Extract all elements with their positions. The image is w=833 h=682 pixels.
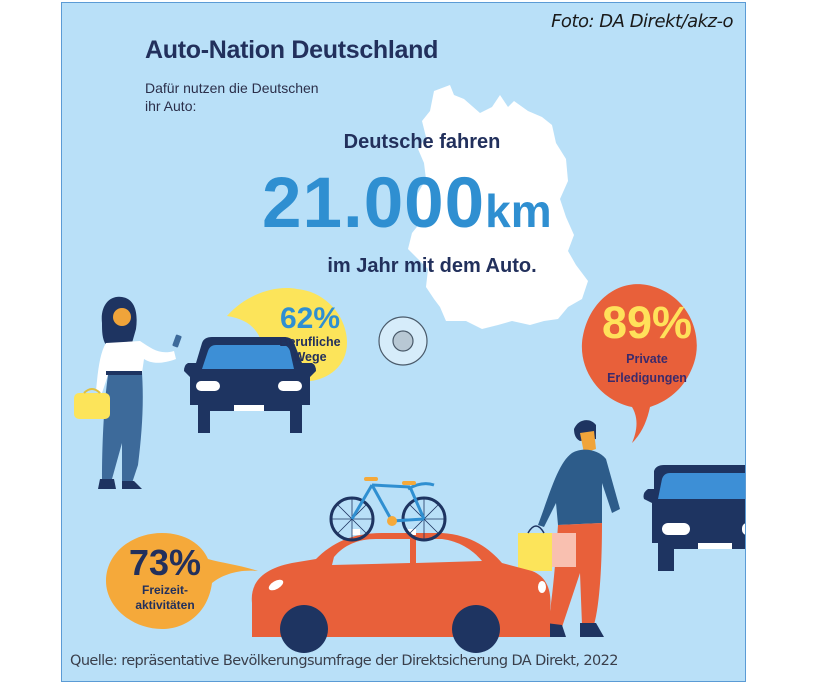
stat-label-line-1: Freizeit- <box>141 583 188 597</box>
bubble-62-icon <box>227 288 348 382</box>
big-number-value: 21.000 <box>262 164 486 243</box>
stat-percent: 89% <box>601 297 693 348</box>
germany-map-icon <box>408 85 588 329</box>
stat-percent: 73% <box>128 542 202 583</box>
source-note: Quelle: repräsentative Bevölkerungsumfra… <box>70 653 618 669</box>
subtitle: Dafür nutzen die Deutschen ihr Auto: <box>145 79 345 115</box>
bubble-73-icon <box>106 533 258 629</box>
man-shopping-icon <box>518 420 620 637</box>
red-car-side-icon <box>251 529 551 653</box>
stat-label-line-2: Wege <box>293 350 327 364</box>
stat-label-line-2: Erledigungen <box>607 371 687 385</box>
big-number-unit: km <box>485 185 552 237</box>
woman-figure-icon <box>74 296 182 489</box>
illustration-layer <box>74 85 745 653</box>
location-pin-icon <box>378 316 428 366</box>
photo-credit: Foto: DA Direkt/akz-o <box>551 11 733 32</box>
tagline: im Jahr mit dem Auto. <box>327 255 537 277</box>
stat-percent: 62% <box>279 302 341 335</box>
stat-label-line-1: Berufliche <box>279 335 341 349</box>
stat-label-line-1: Private <box>626 352 668 366</box>
infographic-panel: Foto: DA Direkt/akz-o Auto-Nation Deutsc… <box>61 2 746 682</box>
stat-private-erledigungen: 89% Private Erledigungen <box>577 298 717 386</box>
stat-freizeitaktivitaeten: 73% Freizeit- aktivitäten <box>105 543 225 613</box>
navy-car-front-icon <box>184 337 316 433</box>
subtitle-line-2: ihr Auto: <box>145 98 197 114</box>
headline: Deutsche fahren <box>343 131 501 153</box>
page-title: Auto-Nation Deutschland <box>145 36 439 64</box>
big-number: 21.000km <box>262 163 642 244</box>
stat-berufliche-wege: 62% Berufliche Wege <box>265 303 355 365</box>
bubble-89-icon <box>581 284 697 443</box>
subtitle-line-1: Dafür nutzen die Deutschen <box>145 80 319 96</box>
stat-label-line-2: aktivitäten <box>135 598 195 612</box>
navy-car-front-icon-right <box>643 465 745 571</box>
bicycle-icon <box>329 477 447 542</box>
